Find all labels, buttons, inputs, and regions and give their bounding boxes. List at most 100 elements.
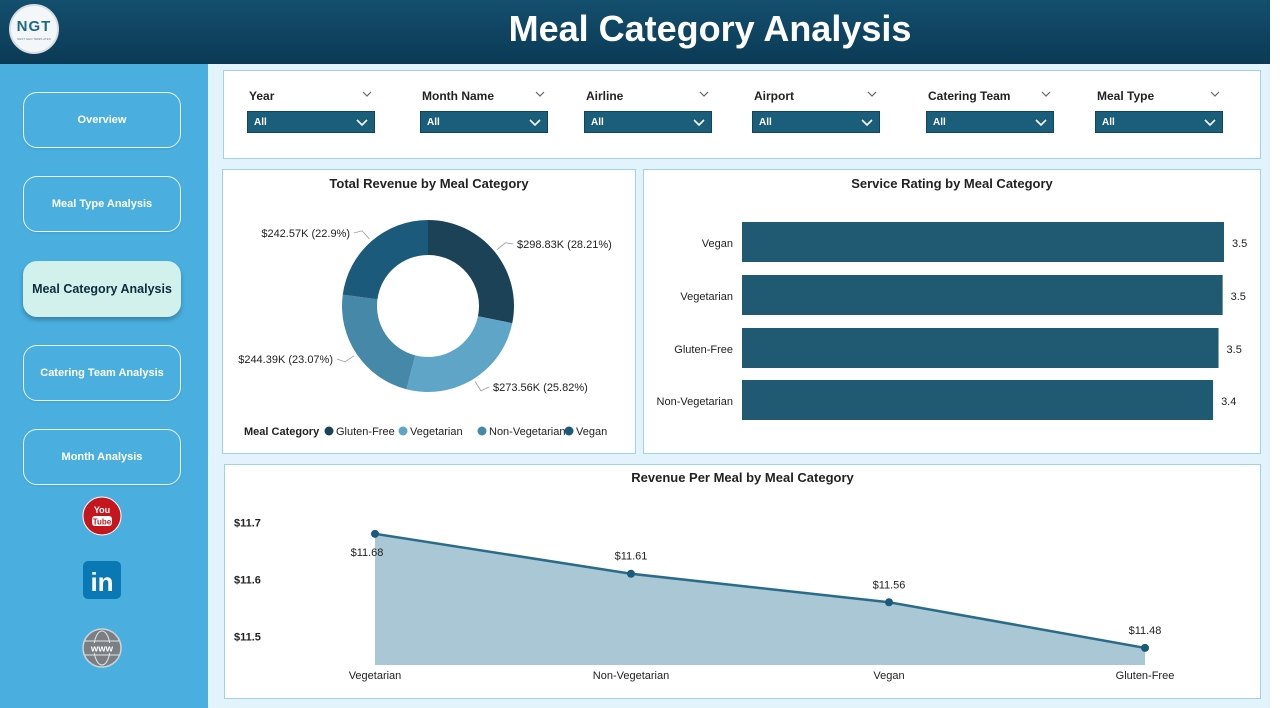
bar-category-label-gluten-free: Gluten-Free — [674, 344, 733, 356]
page-title: Meal Category Analysis — [508, 8, 912, 49]
chevron-down-icon — [861, 119, 873, 127]
filter-airline-value: All — [591, 117, 604, 128]
filter-airport-value: All — [759, 117, 772, 128]
area-data-label-non-vegetarian: $11.61 — [615, 551, 648, 563]
logo-text: NGT — [16, 18, 52, 35]
filter-year-value: All — [254, 117, 267, 128]
filter-year-label: Year — [249, 89, 275, 103]
legend-marker-gluten-free — [324, 426, 334, 436]
area-point-vegetarian[interactable] — [371, 529, 379, 538]
bar-category-label-vegetarian: Vegetarian — [680, 291, 733, 303]
donut-slice-gluten-free[interactable] — [428, 220, 514, 324]
revenue-donut-panel: Total Revenue by Meal Category $298.83K … — [222, 169, 636, 454]
area-data-label-vegetarian: $11.68 — [351, 547, 384, 559]
filter-month-name-value: All — [427, 117, 440, 128]
service-rating-bar-chart: Vegan 3.5 Vegetarian 3.5 Gluten-Free 3.5 Non-V… — [657, 222, 1247, 420]
nav-catering-team-analysis-button[interactable]: Catering Team Analysis — [23, 345, 181, 401]
area-y-tick-label: $11.5 — [234, 631, 261, 643]
filter-airline-select[interactable]: All — [584, 111, 712, 133]
bar-category-label-non-vegetarian: Non-Vegetarian — [657, 396, 733, 408]
bar-category-label-vegan: Vegan — [702, 238, 733, 250]
filter-airline-label: Airline — [586, 89, 624, 103]
revenue-donut-chart: $298.83K (28.21%) $273.56K (25.82%) $244.3… — [238, 220, 612, 438]
area-line — [374, 532, 1146, 650]
chevron-down-icon[interactable] — [866, 89, 878, 99]
donut-chart-title: Total Revenue by Meal Category — [329, 176, 529, 191]
donut-slice-non-vegetarian[interactable] — [342, 294, 416, 390]
legend-marker-vegetarian — [398, 426, 408, 436]
legend-label-vegetarian[interactable]: Vegetarian — [410, 426, 463, 438]
area-point-non-vegetarian[interactable] — [627, 569, 635, 578]
donut-leader-line — [336, 355, 355, 363]
linkedin-icon[interactable]: in — [82, 560, 122, 600]
revenue-per-meal-area-chart: $11.7 $11.6 $11.5 $11.68 Vegetarian $11.61 Non… — [234, 517, 1175, 682]
nav-month-analysis-button[interactable]: Month Analysis — [23, 429, 181, 485]
bar-vegan[interactable] — [742, 222, 1224, 262]
area-point-gluten-free[interactable] — [1141, 643, 1149, 652]
donut-slice-vegan[interactable] — [342, 220, 428, 300]
donut-leader-line — [496, 242, 514, 251]
area-x-tick-label-vegan: Vegan — [873, 670, 904, 682]
bar-non-vegetarian[interactable] — [742, 380, 1214, 420]
bar-vegetarian[interactable] — [742, 275, 1223, 315]
chevron-down-icon — [1204, 119, 1216, 127]
legend-marker-non-vegetarian — [477, 426, 487, 436]
bar-chart-title: Service Rating by Meal Category — [851, 176, 1053, 191]
nav-meal-category-analysis-button[interactable]: Meal Category Analysis — [23, 261, 181, 317]
donut-legend-title: Meal Category — [244, 426, 320, 438]
bar-value-label-vegan: 3.5 — [1232, 238, 1247, 250]
chevron-down-icon — [356, 119, 368, 127]
header-bar: NGT NEXT GEN TEMPLATES Meal Category Ana… — [0, 0, 1270, 64]
donut-data-label-non-vegetarian: $244.39K (23.07%) — [238, 354, 333, 366]
donut-slice-vegetarian[interactable] — [406, 316, 513, 392]
filter-catering-team-value: All — [933, 117, 946, 128]
main-content: Year All Month Name All Airline All Airp… — [208, 64, 1270, 708]
area-x-tick-label-gluten-free: Gluten-Free — [1116, 670, 1175, 682]
website-icon[interactable]: www — [82, 628, 122, 668]
area-chart-title: Revenue Per Meal by Meal Category — [631, 470, 854, 485]
area-y-tick-label: $11.6 — [234, 574, 261, 586]
area-fill — [375, 533, 1145, 665]
filter-airport-select[interactable]: All — [752, 111, 880, 133]
filter-catering-team-label: Catering Team — [928, 89, 1011, 103]
legend-label-gluten-free[interactable]: Gluten-Free — [336, 426, 395, 438]
donut-data-label-vegetarian: $273.56K (25.82%) — [493, 382, 588, 394]
donut-leader-line — [474, 381, 490, 392]
donut-data-label-vegan: $242.57K (22.9%) — [261, 228, 350, 240]
sidebar: Overview Meal Type Analysis Meal Categor… — [0, 64, 208, 708]
area-point-vegan[interactable] — [885, 598, 893, 607]
filter-year-select[interactable]: All — [247, 111, 375, 133]
area-data-label-gluten-free: $11.48 — [1129, 625, 1162, 637]
youtube-text-tube: Tube — [93, 518, 112, 527]
chevron-down-icon[interactable] — [361, 89, 373, 99]
filter-airport-label: Airport — [754, 89, 794, 103]
revenue-per-meal-panel: Revenue Per Meal by Meal Category $11.7 $… — [224, 464, 1261, 699]
filter-meal-type-label: Meal Type — [1097, 89, 1155, 103]
bar-value-label-gluten-free: 3.5 — [1227, 344, 1242, 356]
donut-data-label-gluten-free: $298.83K (28.21%) — [517, 239, 612, 251]
filter-meal-type-value: All — [1102, 117, 1115, 128]
brand-logo[interactable]: NGT NEXT GEN TEMPLATES — [9, 4, 59, 54]
logo-subtext: NEXT GEN TEMPLATES — [17, 37, 51, 41]
filter-panel: Year All Month Name All Airline All Airp… — [223, 70, 1261, 159]
youtube-text-you: You — [94, 505, 110, 515]
legend-label-vegan[interactable]: Vegan — [576, 426, 607, 438]
linkedin-text: in — [90, 567, 113, 597]
youtube-icon[interactable]: You Tube — [82, 496, 122, 536]
filter-meal-type-select[interactable]: All — [1095, 111, 1223, 133]
bar-gluten-free[interactable] — [742, 328, 1219, 368]
nav-meal-type-analysis-button[interactable]: Meal Type Analysis — [23, 176, 181, 232]
chevron-down-icon — [1035, 119, 1047, 127]
legend-label-non-vegetarian[interactable]: Non-Vegetarian — [489, 426, 565, 438]
bar-value-label-non-vegetarian: 3.4 — [1221, 396, 1236, 408]
filter-month-name-label: Month Name — [422, 89, 494, 103]
filter-month-name-select[interactable]: All — [420, 111, 548, 133]
chevron-down-icon[interactable] — [698, 89, 710, 99]
nav-overview-button[interactable]: Overview — [23, 92, 181, 148]
donut-leader-line — [353, 230, 370, 240]
chevron-down-icon[interactable] — [1209, 89, 1221, 99]
filter-catering-team-select[interactable]: All — [926, 111, 1054, 133]
chevron-down-icon[interactable] — [534, 89, 546, 99]
chevron-down-icon[interactable] — [1040, 89, 1052, 99]
legend-marker-vegan — [564, 426, 574, 436]
